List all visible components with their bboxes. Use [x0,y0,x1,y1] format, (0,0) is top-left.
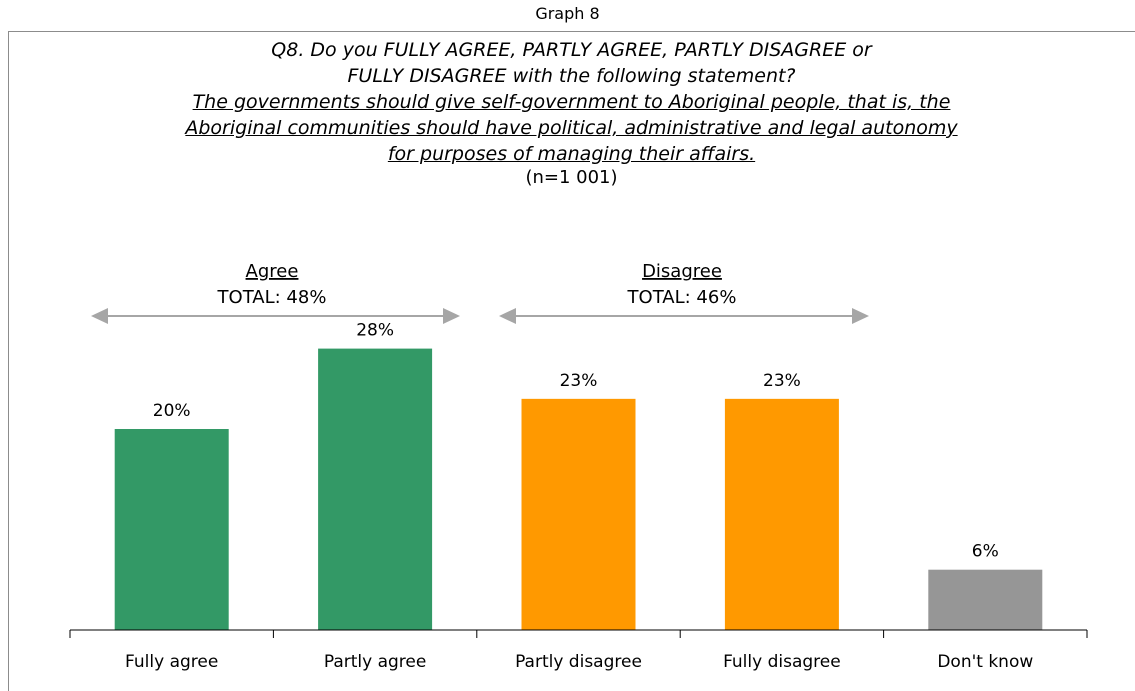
x-axis: Fully agree Partly agree Partly disagree Fu… [69,629,1088,672]
category-label: Fully agree [125,652,218,672]
statement-line-2: Aboriginal communities should have polit… [185,117,958,139]
data-label: 23% [763,371,801,391]
statement-line-1: The governments should give self-governm… [192,91,951,113]
question-line-1: Q8. Do you FULLY AGREE, PARTLY AGREE, PA… [271,39,872,61]
group-label-agree: Agree [246,261,299,282]
bar-don-t-know [928,569,1043,630]
group-total-agree: TOTAL: 48% [217,287,327,308]
double-arrow-disagree [499,308,869,324]
data-label: 20% [153,401,191,421]
data-label: 6% [972,542,999,562]
group-label-disagree: Disagree [642,261,722,282]
group-total-disagree: TOTAL: 46% [627,287,737,308]
category-label: Fully disagree [723,652,841,672]
bar-partly-disagree [521,398,636,630]
category-label: Partly agree [324,652,427,672]
question-line-2: FULLY DISAGREE with the following statem… [347,65,796,87]
double-arrow-agree [91,308,460,324]
data-label: 23% [560,371,598,391]
statement-line-3: for purposes of managing their affairs. [387,143,756,165]
sample-size: (n=1 001) [525,167,618,188]
bar-fully-disagree [724,398,839,630]
question-block: Q8. Do you FULLY AGREE, PARTLY AGREE, PA… [8,37,1135,189]
bar-partly-agree [318,348,433,630]
bar-fully-agree [114,429,229,630]
graph-label: Graph 8 [535,4,600,23]
data-label: 28% [356,321,394,341]
chart-frame [8,31,1135,691]
category-label: Don't know [937,652,1033,672]
category-label: Partly disagree [515,652,642,672]
bars-group: 20% 28% 23% 23% 6% [114,321,1043,630]
